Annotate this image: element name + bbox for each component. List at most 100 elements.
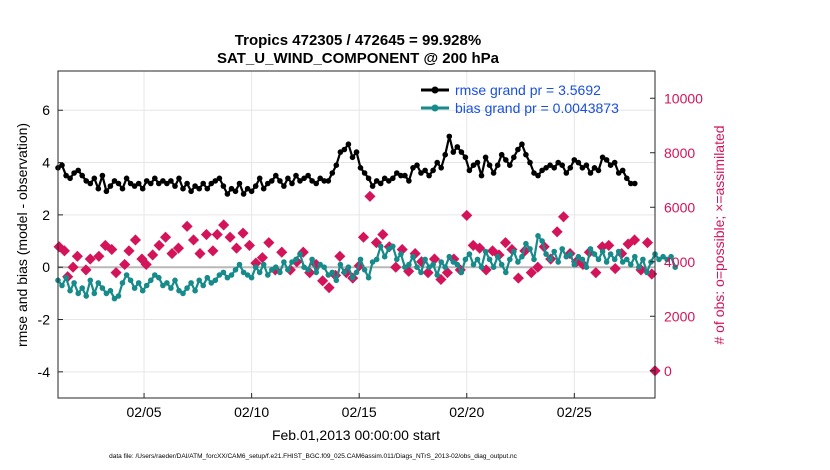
obs-assimilated-marker	[187, 234, 200, 246]
bias-line	[57, 234, 677, 300]
rmse-point	[619, 167, 626, 174]
rmse-point	[59, 162, 65, 168]
bias-point	[547, 256, 553, 263]
rmse-point	[527, 159, 533, 166]
bias-point	[139, 287, 146, 294]
bias-point	[656, 256, 662, 263]
rmse-point	[188, 188, 194, 195]
rmse-point	[486, 162, 493, 168]
bias-point	[571, 261, 578, 268]
bias-point	[337, 261, 344, 268]
bias-point	[628, 261, 634, 268]
rmse-point	[232, 188, 239, 195]
rmse-point	[624, 175, 630, 182]
obs-assimilated-marker	[474, 242, 486, 254]
obs-assimilated-marker	[441, 267, 453, 279]
bias-point	[180, 290, 186, 297]
bias-point	[402, 264, 408, 271]
x-tick-label: 02/10	[234, 404, 269, 420]
bias-point	[454, 261, 461, 268]
y-axis-label: rmse and bias (model - observation)	[14, 123, 30, 347]
bias-point	[591, 251, 598, 257]
obs-assimilated-marker	[166, 248, 178, 260]
bias-point	[269, 267, 275, 273]
bias-point	[317, 261, 324, 268]
bias-point	[672, 264, 678, 271]
right-tick-label: 6000	[664, 199, 695, 215]
bias-point	[490, 264, 497, 271]
bias-point	[252, 264, 259, 271]
bias-point	[148, 277, 154, 284]
obs-assimilated-marker	[200, 228, 213, 241]
bias-point	[369, 259, 376, 265]
bias-point	[277, 269, 283, 276]
obs-assimilated-marker	[357, 231, 370, 243]
bias-point	[265, 272, 271, 278]
obs-assimilated-marker	[106, 243, 118, 256]
rmse-point	[390, 175, 396, 182]
obs-assimilated-marker	[422, 267, 434, 279]
bias-point	[164, 280, 170, 286]
bias-point	[507, 256, 513, 263]
bias-series-layer	[55, 233, 678, 302]
obs-assimilated-marker	[147, 249, 159, 261]
obs-assimilated-marker	[172, 242, 185, 254]
bias-point	[59, 282, 65, 289]
rmse-point	[381, 175, 388, 182]
rmse-point	[265, 180, 271, 187]
rmse-point	[628, 180, 634, 187]
bias-point	[83, 293, 89, 299]
bias-point	[172, 277, 178, 284]
rmse-point	[603, 157, 610, 163]
bias-point	[160, 282, 166, 289]
rmse-point	[373, 178, 380, 184]
obs-assimilated-marker	[364, 190, 376, 202]
bias-point	[115, 293, 122, 299]
obs-assimilated-marker	[467, 239, 479, 251]
right-axis-ticks: 0 2000 4000 6000 8000 10000	[650, 90, 703, 379]
obs-assimilated-marker	[58, 245, 71, 257]
bias-point	[309, 256, 315, 263]
rmse-point	[539, 167, 545, 174]
rmse-point	[567, 165, 574, 171]
rmse-point	[115, 180, 122, 187]
bias-point	[377, 243, 384, 250]
bias-point	[87, 277, 94, 284]
obs-assimilated-marker	[237, 227, 249, 239]
rmse-point	[127, 180, 134, 187]
x-tick-label: 02/25	[557, 404, 592, 420]
rmse-point	[555, 159, 561, 166]
rmse-point	[297, 178, 303, 184]
bias-point	[79, 285, 85, 291]
bias-point	[563, 253, 570, 260]
bias-point	[260, 261, 267, 268]
legend-bias-label: bias grand pr = 0.0043873	[455, 100, 619, 116]
rmse-point	[176, 175, 182, 182]
rmse-point	[156, 180, 162, 187]
rmse-point	[414, 162, 420, 168]
bias-point	[543, 251, 549, 257]
rmse-point	[168, 178, 174, 184]
rmse-point	[551, 165, 557, 171]
rmse-point	[95, 185, 102, 192]
rmse-point	[466, 167, 473, 174]
rmse-point	[289, 180, 295, 187]
rmse-point	[345, 141, 352, 147]
rmse-point	[75, 167, 81, 174]
rmse-point	[236, 180, 243, 187]
bias-point	[458, 269, 465, 276]
bias-point	[220, 269, 227, 276]
x-axis-label: Feb.01,2013 00:00:00 start	[272, 427, 440, 443]
rmse-point	[119, 185, 126, 192]
rmse-point	[434, 159, 441, 166]
bias-point	[482, 248, 489, 255]
rmse-point	[607, 162, 614, 168]
rmse-point	[511, 154, 517, 161]
rmse-point	[442, 151, 449, 158]
bias-point	[212, 277, 219, 284]
bias-point	[248, 274, 255, 281]
bias-point	[152, 272, 158, 278]
bias-point	[361, 267, 368, 273]
rmse-point	[632, 180, 638, 187]
rmse-point	[575, 159, 582, 166]
